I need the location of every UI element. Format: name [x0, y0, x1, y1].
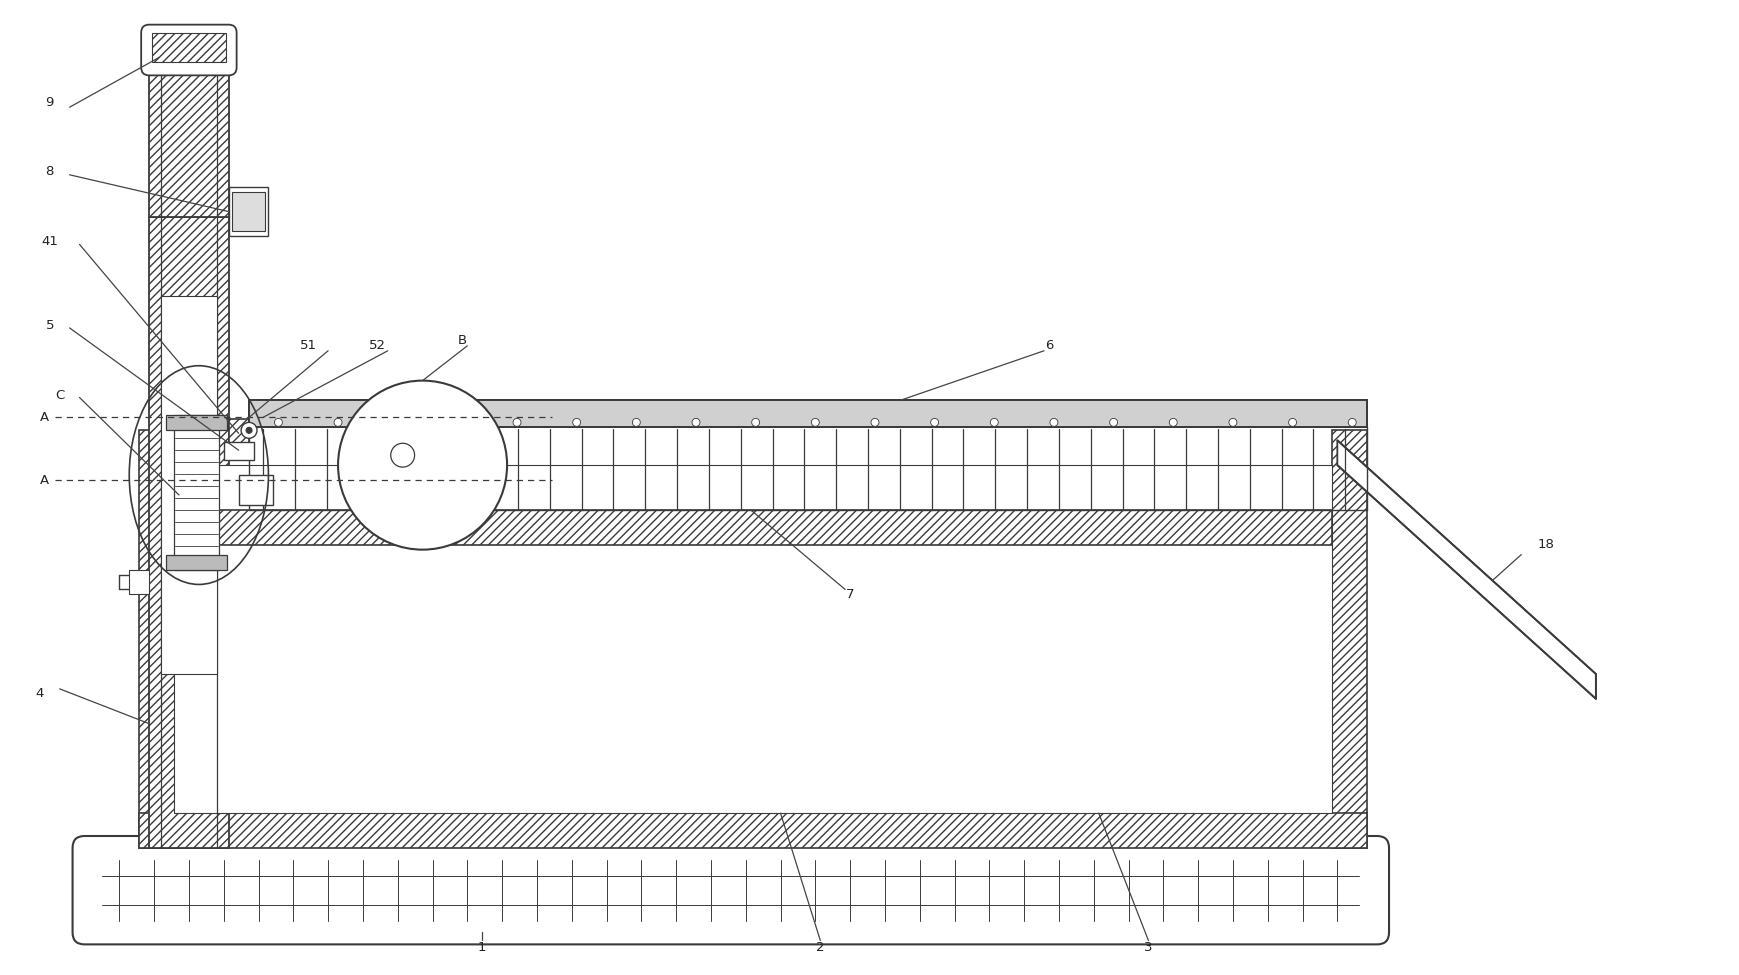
Circle shape: [1228, 418, 1236, 426]
Text: 3: 3: [1144, 941, 1151, 954]
Text: 18: 18: [1537, 538, 1553, 551]
Bar: [151, 32, 226, 62]
Circle shape: [572, 418, 581, 426]
Circle shape: [989, 418, 998, 426]
Text: 5: 5: [45, 320, 54, 332]
Circle shape: [337, 380, 506, 550]
Text: A: A: [40, 474, 49, 487]
Bar: [249, 401, 1367, 427]
Polygon shape: [1337, 441, 1595, 699]
Circle shape: [1109, 418, 1116, 426]
Text: 9: 9: [45, 96, 54, 108]
Text: 6: 6: [1043, 339, 1052, 352]
Text: B: B: [457, 334, 466, 347]
Circle shape: [393, 418, 402, 426]
Circle shape: [751, 418, 760, 426]
Bar: [150, 58, 228, 216]
Bar: [224, 443, 254, 460]
Bar: [139, 813, 1367, 848]
Bar: [249, 401, 1367, 427]
Text: C: C: [56, 389, 64, 402]
Text: 51: 51: [299, 339, 316, 352]
Circle shape: [631, 418, 640, 426]
Bar: [139, 430, 174, 848]
Text: 41: 41: [42, 235, 57, 248]
Bar: [174, 415, 219, 569]
Bar: [228, 187, 268, 237]
Bar: [231, 192, 266, 231]
Circle shape: [1348, 418, 1355, 426]
Bar: [150, 216, 228, 848]
Bar: [228, 419, 249, 448]
FancyBboxPatch shape: [141, 24, 237, 75]
Circle shape: [810, 418, 819, 426]
Bar: [129, 569, 150, 595]
Bar: [162, 296, 217, 674]
Bar: [174, 465, 1332, 813]
Text: A: A: [40, 410, 49, 424]
Circle shape: [1289, 418, 1296, 426]
Circle shape: [242, 422, 257, 439]
Circle shape: [930, 418, 937, 426]
Circle shape: [334, 418, 343, 426]
Text: 4: 4: [35, 687, 43, 700]
Circle shape: [513, 418, 520, 426]
Bar: [1332, 430, 1367, 848]
Circle shape: [454, 418, 461, 426]
FancyBboxPatch shape: [73, 836, 1388, 945]
Bar: [174, 510, 1332, 545]
Circle shape: [692, 418, 699, 426]
Text: 8: 8: [45, 166, 54, 178]
Bar: [238, 475, 273, 505]
Text: 2: 2: [816, 941, 824, 954]
Text: 52: 52: [369, 339, 386, 352]
Circle shape: [275, 418, 282, 426]
Circle shape: [1169, 418, 1177, 426]
Circle shape: [871, 418, 878, 426]
Bar: [165, 415, 226, 430]
Text: 1: 1: [478, 941, 487, 954]
Text: 7: 7: [845, 588, 854, 601]
Bar: [165, 555, 226, 569]
Circle shape: [245, 427, 252, 433]
Circle shape: [1049, 418, 1057, 426]
Circle shape: [391, 444, 414, 467]
